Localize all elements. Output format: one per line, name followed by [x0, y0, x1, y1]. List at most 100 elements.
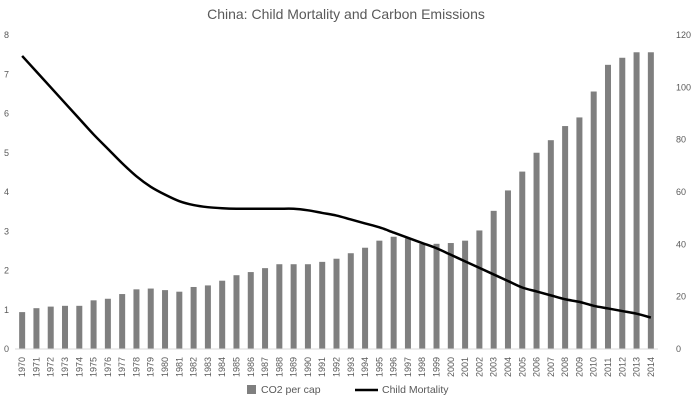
x-axis-tick-label: 2006 [532, 357, 542, 377]
x-axis-tick-label: 2001 [460, 357, 470, 377]
legend-label-co2: CO2 per cap [261, 384, 321, 396]
x-axis-tick-label: 1978 [131, 357, 141, 377]
bar-co2-2006 [533, 152, 540, 349]
legend-label-child-mortality: Child Mortality [382, 384, 449, 396]
bar-co2-2011 [604, 64, 611, 349]
left-axis-tick-label: 7 [4, 69, 9, 79]
x-axis-tick-label: 1989 [289, 357, 299, 377]
right-axis-tick-label: 100 [676, 82, 691, 92]
x-axis-tick-label: 1996 [389, 357, 399, 377]
left-axis-tick-label: 6 [4, 109, 9, 119]
x-axis-tick-label: 2004 [503, 357, 513, 377]
right-axis-tick-label: 40 [676, 239, 686, 249]
x-axis-tick-label: 1984 [217, 357, 227, 377]
bar-co2-1982 [190, 286, 197, 349]
left-axis-tick-label: 5 [4, 148, 9, 158]
bar-co2-2001 [462, 240, 469, 349]
x-axis-tick-label: 1987 [260, 357, 270, 377]
x-axis: 1970 1971 1972 1973 1974 1975 1976 1977 1978 1979… [15, 348, 658, 377]
legend: CO2 per cap Child Mortality [247, 384, 449, 396]
left-axis-tick-label: 4 [4, 187, 9, 197]
x-axis-tick-label: 1998 [417, 357, 427, 377]
x-axis-tick-label: 1990 [303, 357, 313, 377]
x-axis-tick-label: 2009 [574, 357, 584, 377]
x-axis-tick-label: 1972 [46, 357, 56, 377]
bar-co2-1970 [19, 312, 26, 349]
x-axis-tick-label: 1975 [89, 357, 99, 377]
right-axis-tick-label: 60 [676, 187, 686, 197]
line-series [21, 55, 652, 319]
x-axis-tick-label: 1977 [117, 357, 127, 377]
bar-co2-2003 [490, 210, 497, 349]
bar-co2-1997 [404, 238, 411, 349]
left-axis-tick-label: 2 [4, 266, 9, 276]
x-axis-tick-label: 2011 [603, 358, 613, 377]
bar-co2-1972 [47, 306, 54, 349]
bar-co2-1974 [76, 305, 83, 349]
x-axis-tick-label: 1986 [246, 357, 256, 377]
x-axis-tick-label: 2014 [646, 357, 656, 377]
bar-co2-1985 [233, 275, 240, 349]
bar-co2-1989 [290, 264, 297, 349]
bar-co2-1998 [419, 243, 426, 349]
right-axis-tick-label: 120 [676, 30, 691, 40]
bar-co2-1971 [33, 308, 40, 349]
x-axis-tick-label: 1991 [317, 357, 327, 377]
bar-co2-2007 [547, 140, 554, 349]
bar-co2-1984 [219, 280, 226, 349]
bar-co2-1990 [304, 264, 311, 349]
x-axis-tick-label: 1971 [31, 357, 41, 377]
bar-co2-1993 [347, 253, 354, 349]
left-axis-tick-label: 8 [4, 30, 9, 40]
bar-co2-2000 [447, 243, 454, 349]
right-axis-tick-label: 0 [676, 344, 681, 354]
x-axis-tick-label: 1979 [146, 357, 156, 377]
x-axis-tick-label: 1981 [174, 357, 184, 377]
x-axis-tick-label: 2002 [474, 357, 484, 377]
x-axis-tick-label: 2013 [632, 357, 642, 377]
bar-co2-1983 [204, 285, 211, 349]
left-axis: 0 1 2 3 4 5 6 7 8 [4, 30, 9, 354]
bar-co2-2002 [476, 230, 483, 349]
x-axis-tick-label: 1997 [403, 357, 413, 377]
x-axis-tick-label: 2008 [560, 357, 570, 377]
x-axis-tick-label: 1995 [374, 357, 384, 377]
x-axis-tick-label: 1992 [332, 357, 342, 377]
chart-title: China: Child Mortality and Carbon Emissi… [207, 6, 485, 22]
x-axis-tick-label: 1985 [231, 357, 241, 377]
bar-co2-2013 [633, 52, 640, 350]
x-axis-tick-label: 2010 [589, 357, 599, 377]
bar-series [19, 52, 654, 350]
bar-co2-1975 [90, 300, 97, 349]
x-axis-tick-label: 1993 [346, 357, 356, 377]
x-axis-tick-label: 1982 [189, 357, 199, 377]
bar-co2-2014 [647, 52, 654, 350]
right-axis: 0 20 40 60 80 100 120 [676, 30, 691, 354]
bar-co2-2009 [576, 117, 583, 349]
bar-co2-1976 [104, 298, 111, 349]
x-axis-tick-label: 2012 [617, 357, 627, 377]
x-axis-tick-label: 1973 [60, 357, 70, 377]
bar-co2-2012 [619, 57, 626, 349]
left-axis-tick-label: 1 [4, 305, 9, 315]
bar-co2-1981 [176, 291, 183, 349]
bar-co2-1979 [147, 288, 154, 349]
x-axis-tick-label: 1999 [432, 357, 442, 377]
bar-co2-2005 [519, 171, 526, 349]
bar-co2-1994 [362, 247, 369, 349]
right-axis-tick-label: 20 [676, 292, 686, 302]
bar-co2-1991 [319, 261, 326, 349]
x-axis-tick-label: 2007 [546, 357, 556, 377]
left-axis-tick-label: 0 [4, 344, 9, 354]
x-axis-tick-label: 2000 [446, 357, 456, 377]
bar-co2-1992 [333, 258, 340, 349]
bar-co2-1995 [376, 240, 383, 349]
bar-co2-1980 [162, 290, 169, 349]
bar-co2-1977 [119, 294, 126, 349]
x-axis-tick-label: 1970 [17, 357, 27, 377]
x-axis-tick-label: 2003 [489, 357, 499, 377]
bar-co2-2008 [562, 126, 569, 349]
x-axis-tick-label: 1983 [203, 357, 213, 377]
